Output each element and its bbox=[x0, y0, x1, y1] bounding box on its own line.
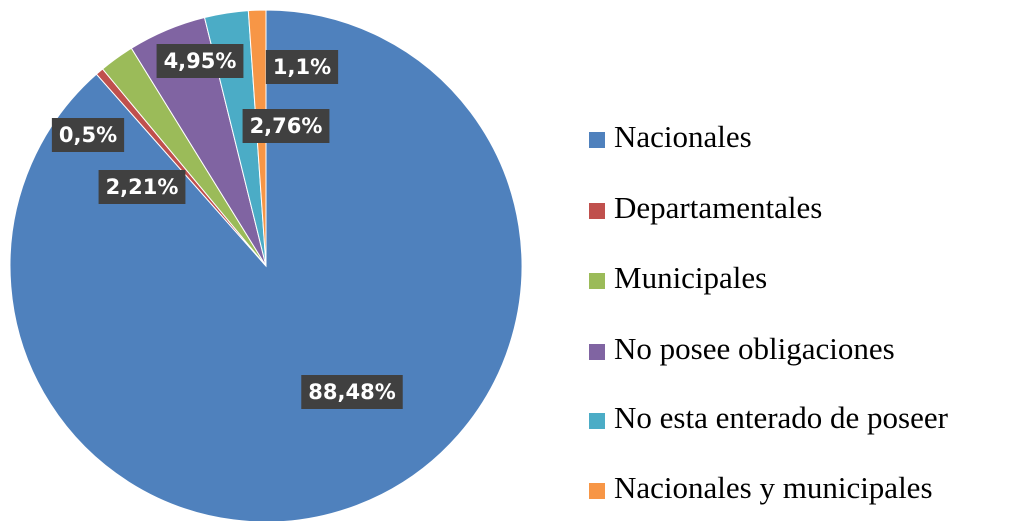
legend-label: Municipales bbox=[614, 260, 767, 295]
data-label-box bbox=[301, 375, 403, 409]
legend-swatch bbox=[589, 203, 605, 219]
data-label-text: 0,5% bbox=[59, 123, 117, 147]
legend-label: No esta enterado de poseer bbox=[614, 400, 949, 435]
data-label-box bbox=[156, 44, 244, 78]
legend-swatch bbox=[589, 344, 605, 360]
data-label-text: 88,48% bbox=[308, 380, 395, 404]
legend-label: No posee obligaciones bbox=[614, 331, 895, 366]
legend-swatch bbox=[589, 413, 605, 429]
legend-label: Nacionales y municipales bbox=[614, 470, 933, 505]
legend-label: Nacionales bbox=[614, 119, 752, 154]
legend-swatch bbox=[589, 483, 605, 499]
legend-label: Departamentales bbox=[614, 190, 822, 225]
data-label-box bbox=[242, 109, 330, 143]
data-label-text: 2,21% bbox=[106, 175, 179, 199]
data-label-text: 2,76% bbox=[250, 114, 323, 138]
data-label: 2,76% bbox=[242, 109, 330, 143]
data-label: 2,21% bbox=[98, 170, 186, 204]
data-label-box bbox=[98, 170, 186, 204]
data-label: 88,48% bbox=[301, 375, 403, 409]
data-label: 1,1% bbox=[265, 50, 339, 84]
data-label: 0,5% bbox=[51, 118, 125, 152]
data-label-box bbox=[265, 50, 339, 84]
data-label: 4,95% bbox=[156, 44, 244, 78]
data-label-box bbox=[51, 118, 125, 152]
data-label-text: 4,95% bbox=[164, 49, 237, 73]
legend-swatch bbox=[589, 132, 605, 148]
data-label-text: 1,1% bbox=[273, 55, 331, 79]
legend-swatch bbox=[589, 273, 605, 289]
